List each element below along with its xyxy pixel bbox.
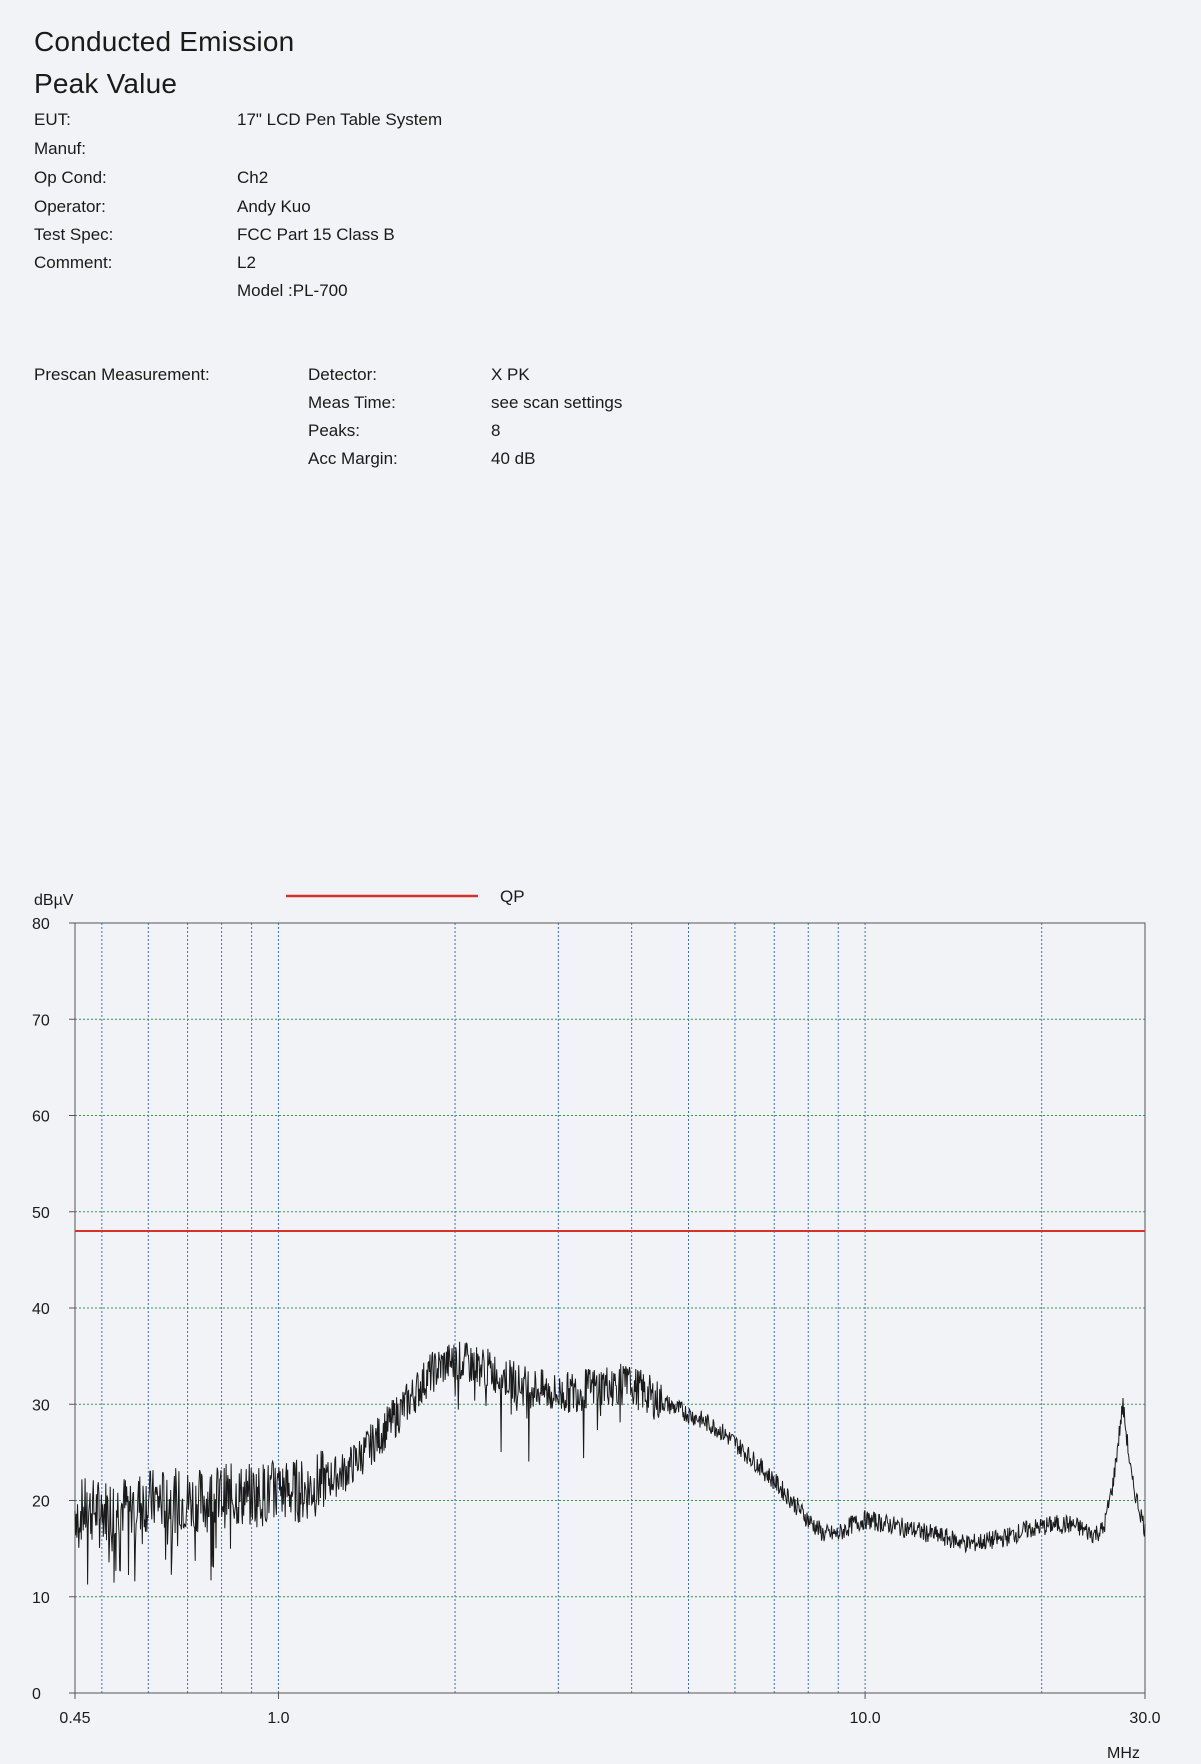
y-axis-ticks: 0 10 20 30 40 50 60 70 80 bbox=[32, 916, 75, 1703]
info-value-operator: Andy Kuo bbox=[237, 197, 311, 216]
info-value-test-spec: FCC Part 15 Class B bbox=[237, 225, 395, 244]
y-tick-label-0: 0 bbox=[32, 1686, 41, 1703]
x-axis-label: MHz bbox=[1107, 1745, 1140, 1762]
prescan-heading: Prescan Measurement: bbox=[34, 365, 210, 384]
info-value-eut: 17" LCD Pen Table System bbox=[237, 110, 443, 129]
y-axis-label: dBµV bbox=[34, 892, 74, 909]
x-tick-label-2: 10.0 bbox=[850, 1710, 881, 1727]
y-tick-label-7: 70 bbox=[32, 1012, 50, 1029]
info-label-op-cond: Op Cond: bbox=[34, 168, 107, 187]
x-tick-label-0: 0.45 bbox=[59, 1710, 90, 1727]
y-tick-label-5: 50 bbox=[32, 1205, 50, 1222]
info-value-comment: L2 bbox=[237, 253, 256, 272]
info-label-operator: Operator: bbox=[34, 197, 106, 216]
prescan-label-peaks: Peaks: bbox=[308, 421, 360, 440]
x-tick-label-1: 1.0 bbox=[267, 1710, 289, 1727]
prescan-label-detector: Detector: bbox=[308, 365, 377, 384]
info-value-op-cond: Ch2 bbox=[237, 168, 269, 187]
emission-trace bbox=[74, 1341, 1146, 1585]
plot-frame bbox=[74, 922, 1146, 1694]
legend-label-qp: QP bbox=[500, 887, 525, 906]
y-tick-label-2: 20 bbox=[32, 1494, 50, 1511]
prescan-label-acc-margin: Acc Margin: bbox=[308, 449, 398, 468]
prescan-value-peaks: 8 bbox=[491, 421, 501, 440]
prescan-value-meas-time: see scan settings bbox=[491, 393, 623, 412]
y-tick-label-4: 40 bbox=[32, 1301, 50, 1318]
y-tick-label-8: 80 bbox=[32, 916, 50, 933]
y-tick-label-6: 60 bbox=[32, 1109, 50, 1126]
info-label-test-spec: Test Spec: bbox=[34, 225, 114, 244]
info-label-eut: EUT: bbox=[34, 110, 71, 129]
prescan-label-meas-time: Meas Time: bbox=[308, 393, 396, 412]
chart-grid bbox=[75, 923, 1145, 1693]
info-label-manuf: Manuf: bbox=[34, 139, 86, 158]
y-tick-label-1: 10 bbox=[32, 1590, 50, 1607]
info-value-model: Model :PL-700 bbox=[237, 281, 348, 300]
info-label-comment: Comment: bbox=[34, 253, 113, 272]
prescan-value-detector: X PK bbox=[491, 365, 530, 384]
prescan-value-acc-margin: 40 dB bbox=[491, 449, 536, 468]
report-subtitle: Peak Value bbox=[34, 68, 178, 99]
y-tick-label-3: 30 bbox=[32, 1397, 50, 1414]
x-axis-ticks: 0.45 1.0 10.0 30.0 bbox=[59, 1693, 1161, 1727]
report-title: Conducted Emission bbox=[34, 26, 295, 57]
x-tick-label-3: 30.0 bbox=[1129, 1710, 1160, 1727]
